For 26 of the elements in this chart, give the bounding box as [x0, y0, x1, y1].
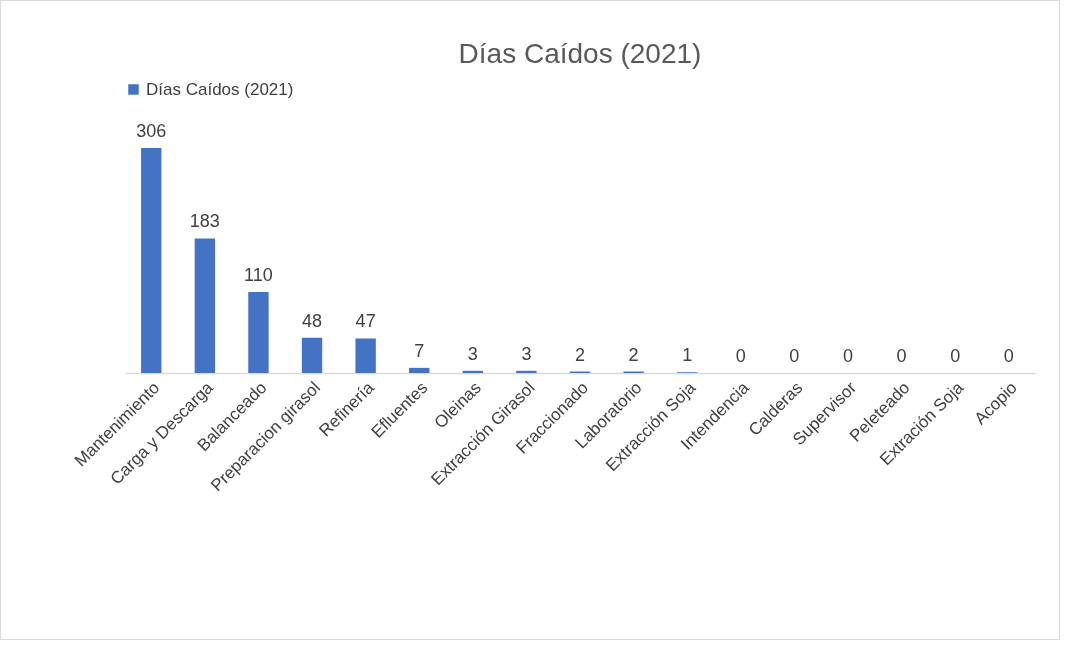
data-label: 0 — [896, 346, 907, 366]
data-label: 0 — [735, 346, 746, 366]
data-label: 0 — [1003, 346, 1014, 366]
data-label: 3 — [521, 343, 532, 364]
data-label: 110 — [244, 265, 273, 286]
data-label: 2 — [628, 344, 639, 365]
bar — [194, 238, 216, 373]
data-label: 47 — [355, 311, 376, 332]
chart-title: Días Caídos (2021) — [458, 38, 702, 69]
data-label: 2 — [574, 344, 586, 365]
data-label: 183 — [189, 211, 220, 232]
bar — [248, 292, 269, 373]
data-label: 0 — [842, 346, 853, 366]
legend-label: Días Caídos (2021) — [146, 79, 294, 99]
data-label: 1 — [682, 345, 693, 366]
data-label: 0 — [950, 346, 961, 366]
data-label: 3 — [467, 343, 478, 364]
bar — [141, 148, 162, 373]
bar — [301, 337, 323, 373]
data-label: 0 — [789, 346, 800, 366]
data-label: 48 — [302, 310, 323, 331]
bar — [409, 367, 430, 373]
data-label: 7 — [414, 340, 425, 361]
bar — [355, 338, 376, 373]
data-label: 306 — [136, 121, 167, 141]
bar — [516, 370, 537, 373]
